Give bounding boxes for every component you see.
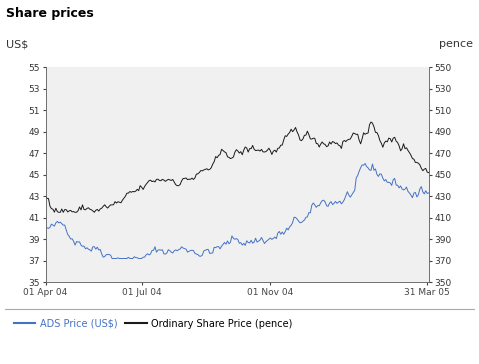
Legend: ADS Price (US$), Ordinary Share Price (pence): ADS Price (US$), Ordinary Share Price (p… — [10, 315, 297, 333]
Text: US$: US$ — [6, 40, 28, 50]
Text: pence: pence — [439, 40, 473, 50]
Text: Share prices: Share prices — [6, 7, 93, 20]
